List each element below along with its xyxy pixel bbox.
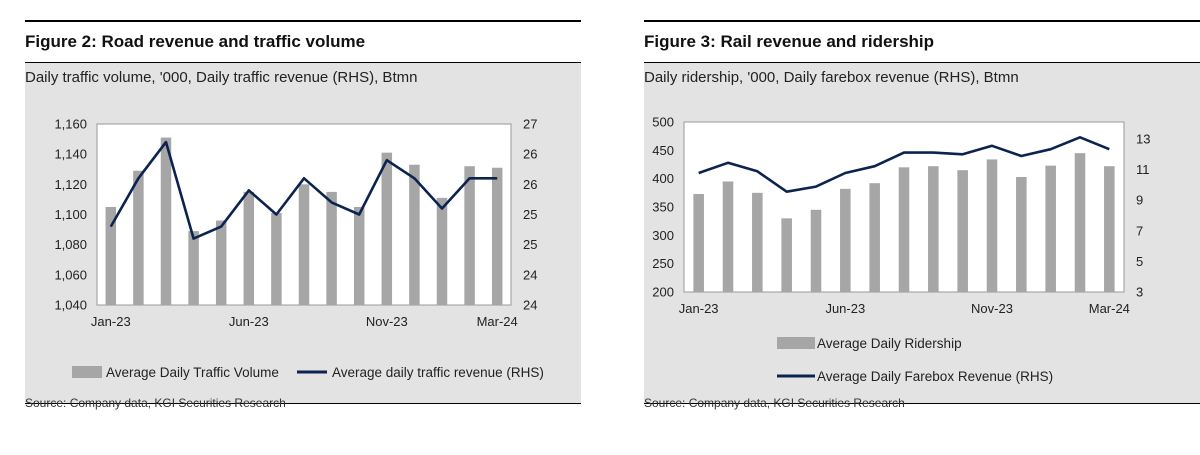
- legend-bar-label: Average Daily Traffic Volume: [106, 365, 279, 380]
- revenue-line: [698, 136, 1110, 193]
- y-right-tick-label: 25: [523, 207, 537, 222]
- bar: [491, 167, 503, 305]
- y-left-tick-label: 1,040: [54, 298, 87, 313]
- bar: [869, 183, 880, 292]
- y-left-tick-label: 1,140: [54, 147, 87, 162]
- y-right-tick-label: 24: [523, 267, 537, 282]
- chart-area: Daily ridership, '000, Daily farebox rev…: [644, 62, 1200, 404]
- revenue-line: [109, 140, 498, 240]
- y-left-tick-label: 1,060: [54, 267, 87, 282]
- rail-chart-svg: 500 450 400 350 300 250 200 13 11 9 7 5 3 Jan-23 Jun-2…: [652, 115, 1150, 385]
- figure-title: Figure 3: Rail revenue and ridership: [644, 32, 935, 51]
- figure-top-rule: [25, 20, 581, 22]
- bar: [1016, 176, 1027, 292]
- x-tick-label: Mar-24: [477, 314, 518, 329]
- legend-bar-label: Average Daily Ridership: [817, 336, 962, 351]
- y-right-tick-label: 5: [1136, 254, 1143, 269]
- bar: [752, 192, 763, 292]
- y-left-tick-label: 1,160: [54, 117, 87, 132]
- y-right-tick-label: 3: [1136, 285, 1143, 300]
- figure-rail: Figure 3: Rail revenue and ridership Dai…: [644, 20, 1200, 404]
- y-right-tick-label: 26: [523, 177, 537, 192]
- x-tick-label: Jan-23: [679, 301, 719, 316]
- bar: [243, 191, 255, 305]
- y-left-tick-label: 450: [652, 143, 674, 158]
- x-tick-label: Nov-23: [971, 301, 1013, 316]
- y-left-tick-label: 1,080: [54, 237, 87, 252]
- bar: [381, 152, 393, 305]
- y-right-tick-label: 13: [1136, 132, 1150, 147]
- bar: [810, 209, 822, 292]
- legend-bar-swatch: [72, 366, 102, 378]
- bar: [722, 181, 734, 292]
- bar: [353, 206, 365, 305]
- bar: [928, 166, 939, 292]
- x-tick-label: Jan-23: [91, 314, 131, 329]
- x-tick-label: Nov-23: [366, 314, 408, 329]
- bar: [1045, 165, 1056, 292]
- bar: [271, 212, 282, 305]
- figure-title: Figure 2: Road revenue and traffic volum…: [25, 32, 366, 51]
- legend-line-label: Average Daily Farebox Revenue (RHS): [817, 369, 1053, 384]
- x-tick-label: Jun-23: [825, 301, 865, 316]
- y-left-tick-label: 1,120: [54, 177, 87, 192]
- figure-road: Figure 2: Road revenue and traffic volum…: [25, 20, 581, 404]
- source-note: Source: Company data, KGI Securities Res…: [644, 396, 905, 410]
- y-right-tick-label: 26: [523, 147, 537, 162]
- y-left-tick-label: 300: [652, 228, 674, 243]
- bar: [464, 166, 475, 305]
- chart-area: Daily traffic volume, '000, Daily traffi…: [25, 62, 581, 404]
- bar: [840, 188, 851, 292]
- source-note: Source: Company data, KGI Securities Res…: [25, 396, 286, 410]
- y-left-tick-label: 250: [652, 256, 674, 271]
- bar: [1074, 153, 1086, 292]
- y-right-tick-label: 9: [1136, 193, 1143, 208]
- y-left-tick-label: 350: [652, 200, 674, 215]
- y-left-tick-label: 1,100: [54, 207, 87, 222]
- figure-top-rule: [644, 20, 1200, 22]
- bar: [326, 191, 337, 305]
- bar: [1104, 166, 1115, 292]
- bar: [105, 206, 117, 305]
- y-left-tick-label: 200: [652, 285, 674, 300]
- y-right-tick-label: 11: [1136, 162, 1150, 177]
- chart-subtitle: Daily traffic volume, '000, Daily traffi…: [25, 69, 418, 86]
- bar: [781, 218, 792, 292]
- road-chart-svg: 1,160 1,140 1,120 1,100 1,080 1,060 1,040 27 26 2…: [54, 117, 544, 381]
- chart-subtitle: Daily ridership, '000, Daily farebox rev…: [644, 69, 1019, 86]
- x-tick-label: Mar-24: [1089, 301, 1130, 316]
- y-right-tick-label: 7: [1136, 223, 1143, 238]
- bar: [986, 159, 998, 292]
- legend-line-label: Average daily traffic revenue (RHS): [332, 365, 544, 380]
- bar: [188, 231, 199, 305]
- x-tick-label: Jun-23: [229, 314, 269, 329]
- y-right-tick-label: 25: [523, 237, 537, 252]
- bar: [298, 184, 310, 305]
- bar: [160, 137, 172, 305]
- bar: [133, 170, 144, 305]
- y-right-tick-label: 24: [523, 298, 537, 313]
- bar: [436, 197, 448, 305]
- y-right-tick-label: 27: [523, 117, 537, 132]
- bar: [409, 164, 420, 305]
- legend-bar-swatch: [777, 337, 815, 349]
- y-left-tick-label: 400: [652, 171, 674, 186]
- y-left-tick-label: 500: [652, 115, 674, 130]
- bar: [957, 170, 968, 292]
- bar: [898, 167, 910, 292]
- bar: [693, 193, 704, 292]
- bar: [215, 220, 227, 305]
